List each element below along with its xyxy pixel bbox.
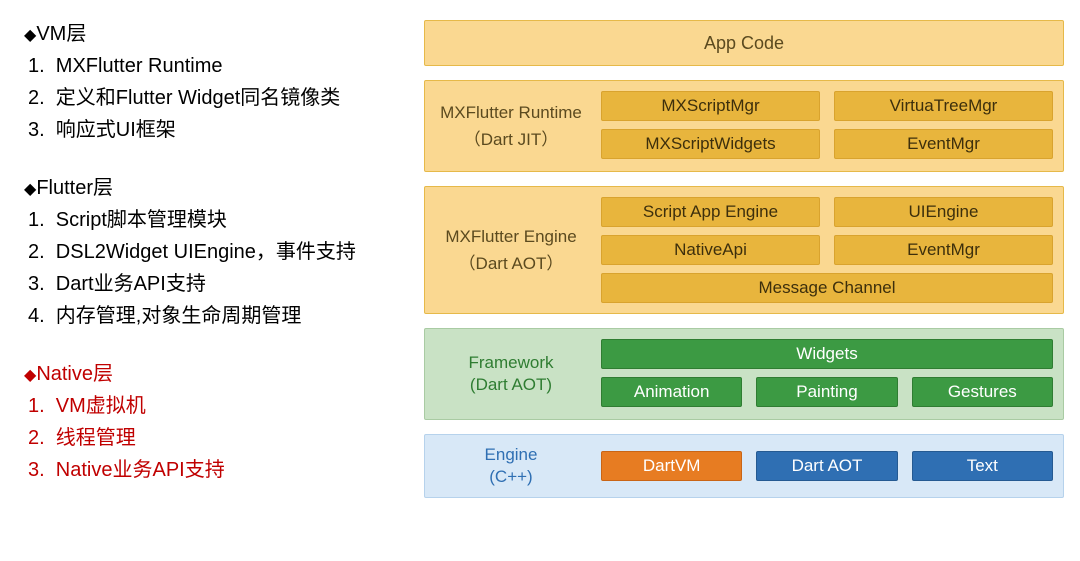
section-item: 2. DSL2Widget UIEngine，事件支持 [24,236,414,268]
layer-content: Widgets Animation Painting Gestures [597,329,1063,419]
section-item: 2. 定义和Flutter Widget同名镜像类 [24,82,414,114]
layer-engine-cpp: Engine (C++) DartVM Dart AOT Text [424,434,1064,498]
box-dart-aot: Dart AOT [756,451,897,481]
box-script-app-engine: Script App Engine [601,197,820,227]
layer-title-block: Engine (C++) [425,435,597,497]
row: DartVM Dart AOT Text [601,451,1053,481]
box-gestures: Gestures [912,377,1053,407]
box-nativeapi: NativeApi [601,235,820,265]
layer-title: MXFlutter Engine [445,227,576,247]
row: NativeApi EventMgr [601,235,1053,265]
box-text: Text [912,451,1053,481]
section-item: 1. Script脚本管理模块 [24,204,414,236]
section-item: 2. 线程管理 [24,422,414,454]
row: MXScriptWidgets EventMgr [601,129,1053,159]
box-mxscriptwidgets: MXScriptWidgets [601,129,820,159]
box-mxscriptmgr: MXScriptMgr [601,91,820,121]
box-message-channel: Message Channel [601,273,1053,303]
box-dartvm: DartVM [601,451,742,481]
layer-title: Engine [485,445,538,465]
layer-content: DartVM Dart AOT Text [597,435,1063,497]
box-uiengine: UIEngine [834,197,1053,227]
section-item: 3. 响应式UI框架 [24,114,414,146]
section-title: ◆Flutter层 [24,174,414,204]
section-item: 4. 内存管理,对象生命周期管理 [24,300,414,332]
row: MXScriptMgr VirtuaTreeMgr [601,91,1053,121]
row: Widgets [601,339,1053,369]
layer-title: MXFlutter Runtime [440,103,582,123]
section-item: 3. Dart业务API支持 [24,268,414,300]
layer-subtitle: (C++) [489,467,532,487]
layer-framework: Framework (Dart AOT) Widgets Animation P… [424,328,1064,420]
layer-mxflutter-runtime: MXFlutter Runtime （Dart JIT） MXScriptMgr… [424,80,1064,172]
layer-title-block: Framework (Dart AOT) [425,329,597,419]
row: Script App Engine UIEngine [601,197,1053,227]
section-vm: ◆VM层 1. MXFlutter Runtime 2. 定义和Flutter … [24,20,414,146]
section-title: ◆VM层 [24,20,414,50]
architecture-diagram: App Code MXFlutter Runtime （Dart JIT） MX… [424,20,1064,551]
box-eventmgr: EventMgr [834,235,1053,265]
layer-subtitle: (Dart AOT) [470,375,552,395]
layer-label: App Code [704,33,784,54]
layer-title: Framework [468,353,553,373]
layer-title-block: MXFlutter Runtime （Dart JIT） [425,81,597,171]
layer-subtitle: （Dart AOT） [459,249,564,274]
layer-content: Script App Engine UIEngine NativeApi Eve… [597,187,1063,313]
section-flutter: ◆Flutter层 1. Script脚本管理模块 2. DSL2Widget … [24,174,414,332]
box-eventmgr: EventMgr [834,129,1053,159]
section-item: 1. MXFlutter Runtime [24,50,414,82]
text-outline: ◆VM层 1. MXFlutter Runtime 2. 定义和Flutter … [24,20,424,551]
section-item: 3. Native业务API支持 [24,454,414,486]
layer-appcode: App Code [424,20,1064,66]
box-animation: Animation [601,377,742,407]
box-painting: Painting [756,377,897,407]
layer-subtitle: （Dart JIT） [464,125,558,150]
section-title: ◆Native层 [24,360,414,390]
layer-mxflutter-engine: MXFlutter Engine （Dart AOT） Script App E… [424,186,1064,314]
row: Animation Painting Gestures [601,377,1053,407]
section-native: ◆Native层 1. VM虚拟机 2. 线程管理 3. Native业务API… [24,360,414,486]
box-virtuatreemgr: VirtuaTreeMgr [834,91,1053,121]
section-item: 1. VM虚拟机 [24,390,414,422]
box-widgets: Widgets [601,339,1053,369]
layer-title-block: MXFlutter Engine （Dart AOT） [425,187,597,313]
layer-content: MXScriptMgr VirtuaTreeMgr MXScriptWidget… [597,81,1063,171]
row: Message Channel [601,273,1053,303]
